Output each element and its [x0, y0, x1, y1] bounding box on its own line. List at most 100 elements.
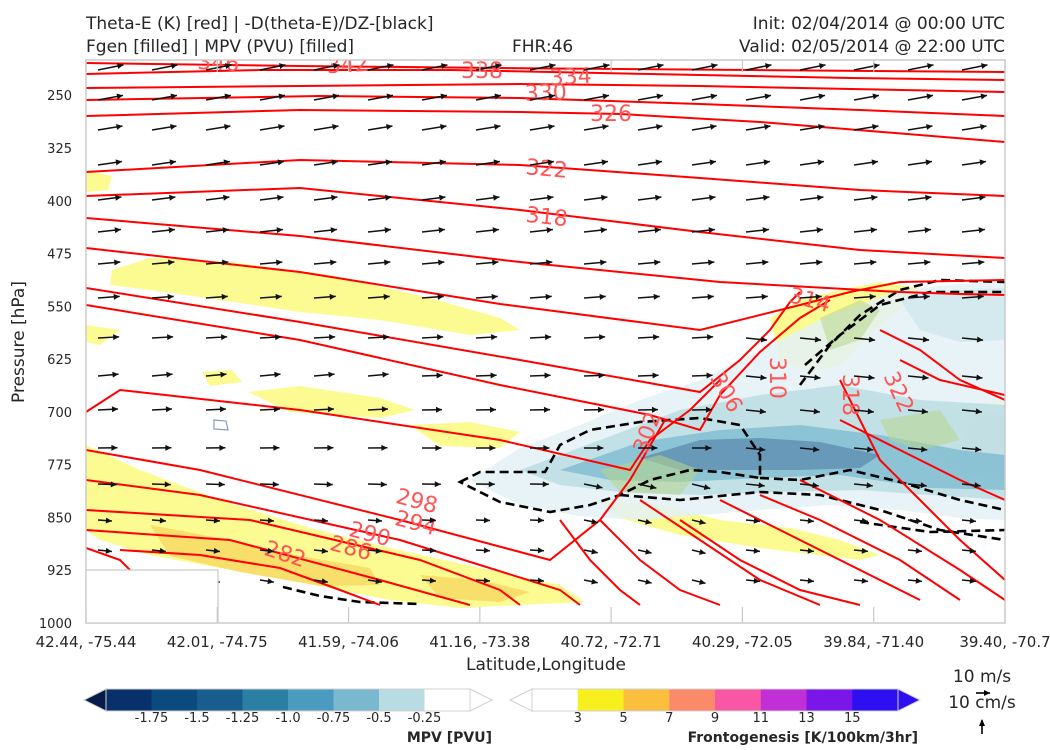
wind-vector-head — [169, 159, 176, 166]
wind-vector-head — [328, 371, 335, 378]
wind-vector-head — [549, 63, 556, 69]
wind-key-vertical-arrowhead — [979, 719, 985, 726]
wind-vector-head — [495, 63, 502, 69]
wind-vector-head — [213, 517, 220, 524]
colorbar-tick-label: 7 — [665, 711, 673, 726]
colorbar-tick-label: -1.75 — [135, 711, 169, 726]
x-tick-label: 39.40, -70.7 — [959, 633, 1050, 651]
wind-vector-head — [382, 371, 389, 378]
wind-vector-head — [763, 194, 770, 201]
wind-vector-head — [275, 334, 282, 341]
y-tick-label: 625 — [47, 353, 72, 368]
wind-vector-head — [113, 334, 120, 341]
wind-vector-head — [924, 227, 931, 234]
wind-vector-head — [385, 194, 392, 201]
wind-vector-head — [760, 336, 768, 343]
wind-vector-head — [321, 517, 328, 524]
wind-vector-head — [872, 93, 879, 100]
theta-e-label-338: 338 — [461, 59, 503, 84]
wind-vector-head — [116, 123, 123, 130]
wind-vector-head — [117, 63, 124, 69]
wind-vector-head — [267, 517, 274, 524]
wind-vector-head — [977, 293, 984, 300]
wind-vector-head — [329, 334, 336, 341]
wind-vector-head — [654, 227, 661, 234]
wind-vector-head — [761, 293, 768, 300]
wind-vector-head — [114, 259, 121, 266]
y-tick-label: 475 — [47, 248, 72, 263]
wind-vector-head — [597, 444, 604, 451]
wind-vector-head — [807, 577, 814, 584]
wind-vector-head — [219, 406, 226, 413]
wind-vector-head — [543, 444, 550, 451]
wind-vector-head — [218, 481, 225, 488]
colorbar-segment — [106, 689, 152, 711]
wind-vector-head — [492, 259, 499, 266]
colorbar-segment — [288, 689, 334, 711]
colorbar-segment — [333, 689, 380, 711]
colorbar-tick-label: -1.0 — [275, 711, 300, 726]
colorbar-segment — [197, 689, 243, 711]
wind-vector-head — [429, 577, 436, 584]
wind-vector-head — [375, 517, 382, 524]
wind-vector-head — [321, 547, 328, 554]
wind-vector-head — [116, 93, 123, 100]
wind-vector-head — [537, 577, 544, 584]
wind-vector-head — [708, 259, 715, 266]
init-time: Init: 02/04/2014 @ 00:00 UTC — [752, 14, 1005, 34]
forecast-hour: FHR:46 — [512, 37, 574, 57]
colorbar-tick-label: -0.5 — [366, 711, 391, 726]
wind-vector-head — [375, 578, 382, 585]
wind-vector-head — [699, 548, 706, 555]
wind-vector-head — [434, 481, 441, 488]
x-tick-label: 39.84, -71.40 — [823, 633, 924, 651]
wind-vector-head — [978, 259, 985, 266]
wind-vector-head — [703, 484, 711, 490]
y-tick-label: 550 — [47, 300, 72, 315]
wind-vector-head — [267, 578, 274, 585]
wind-vector-head — [165, 444, 172, 451]
wind-vector-head — [222, 227, 229, 234]
wind-key-horizontal-arrowhead — [984, 690, 990, 696]
wind-key-horizontal-label: 10 m/s — [953, 667, 1011, 687]
wind-vector-head — [438, 227, 445, 234]
wind-vector-head — [279, 63, 286, 69]
colorbar-frame — [531, 688, 899, 712]
wind-vector-head — [591, 578, 598, 585]
y-tick-label: 925 — [47, 564, 72, 579]
wind-vector-head — [159, 547, 166, 554]
wind-vector-head — [542, 481, 549, 488]
wind-vector-head — [171, 63, 178, 69]
colorbar-tick-label: 3 — [574, 711, 582, 726]
wind-vector-head — [599, 293, 606, 300]
wind-vector-head — [387, 63, 394, 69]
wind-vector-head — [494, 123, 501, 130]
wind-vector-head — [219, 444, 226, 451]
wind-vector-head — [645, 548, 652, 555]
colorbar-tick-label: 5 — [619, 711, 627, 726]
wind-vector-head — [921, 446, 928, 453]
wind-vector-head — [381, 444, 388, 451]
theta-e-label-334: 334 — [549, 64, 592, 91]
wind-vector-head — [483, 517, 490, 524]
wind-vector-head — [547, 194, 554, 201]
wind-vector-head — [439, 159, 446, 166]
wind-vector-head — [817, 194, 824, 201]
wind-vector-head — [591, 548, 598, 555]
wind-vector-head — [705, 444, 712, 451]
wind-vector-head — [699, 518, 706, 525]
wind-vector-head — [435, 444, 442, 451]
frontogenesis-colorbar: 3 5 7 9 11 13 15 — [508, 688, 922, 726]
wind-vector-head — [385, 159, 392, 166]
x-axis-label: Latitude,Longitude — [466, 655, 626, 675]
y-tick-label: 400 — [47, 195, 72, 210]
y-tick-label: 1000 — [39, 617, 72, 632]
wind-vector-head — [815, 293, 822, 300]
x-tick-label: 40.72, -72.71 — [561, 633, 662, 651]
wind-vector-head — [759, 446, 766, 453]
wind-vector-head — [221, 334, 228, 341]
wind-vector-head — [384, 259, 391, 266]
wind-vector-head — [493, 194, 500, 201]
wind-vector-head — [489, 406, 496, 413]
wind-vector-head — [868, 336, 876, 343]
